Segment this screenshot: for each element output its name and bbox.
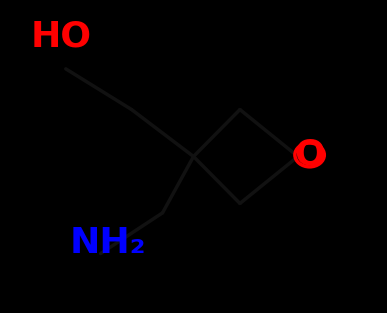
Text: NH₂: NH₂ [70,226,146,260]
Text: O: O [294,138,325,172]
Text: HO: HO [31,19,92,53]
